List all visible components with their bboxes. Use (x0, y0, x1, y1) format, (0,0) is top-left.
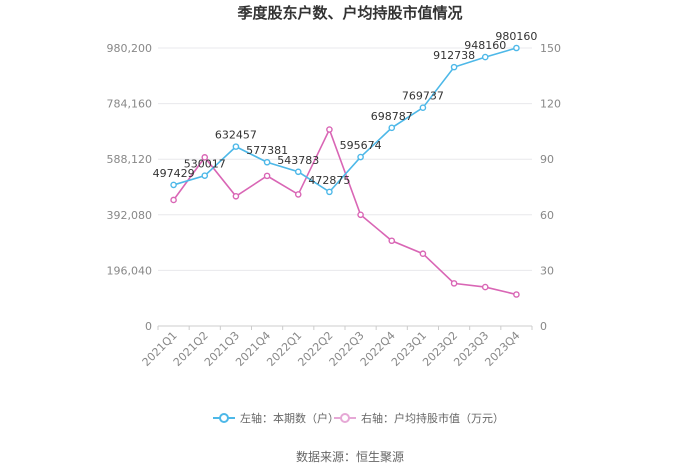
series-point-left[interactable] (201, 172, 209, 179)
series-point-right[interactable] (294, 191, 302, 198)
left-tick-label: 392,080 (107, 209, 153, 222)
left-axis-ticks: 0 196,040 392,080 588,120 784,160 980,200 (107, 42, 153, 333)
series-point-left[interactable] (481, 53, 489, 61)
data-label: 632457 (215, 129, 257, 142)
x-axis-ticks: 2021Q12021Q22021Q32021Q42022Q12022Q22022… (140, 326, 533, 369)
series-point-left[interactable] (357, 153, 364, 161)
series-point-right[interactable] (481, 283, 489, 291)
series-line-right (172, 127, 517, 296)
series-point-left[interactable] (294, 168, 302, 176)
legend-item-right[interactable]: 右轴：户均持股市值（万元） (334, 411, 504, 425)
data-label: 543783 (277, 154, 319, 167)
right-tick-label: 30 (540, 264, 554, 277)
series-point-left[interactable] (419, 104, 427, 111)
series-point-right[interactable] (357, 211, 364, 219)
series-point-left[interactable] (513, 44, 520, 52)
series-point-left[interactable] (170, 181, 177, 189)
data-label: 980160 (495, 30, 537, 43)
series-point-left[interactable] (263, 158, 271, 166)
series-point-right[interactable] (263, 172, 271, 180)
data-label: 472875 (308, 174, 350, 187)
series-point-left[interactable] (450, 63, 458, 71)
series-point-right[interactable] (388, 237, 396, 245)
legend-label-right: 右轴：户均持股市值（万元） (361, 411, 504, 425)
data-label: 595674 (340, 139, 382, 152)
data-label: 912738 (433, 49, 475, 62)
right-axis-ticks: 0 30 60 90 120 150 (540, 42, 561, 333)
legend-marker-right (340, 413, 350, 423)
data-label: 698787 (371, 110, 413, 123)
series-point-right[interactable] (201, 154, 209, 161)
series-point-right[interactable] (170, 196, 177, 204)
legend-label-left: 左轴：本期数（户） (240, 411, 339, 425)
gridlines (158, 47, 532, 327)
series-point-right[interactable] (326, 126, 333, 133)
data-label: 530017 (184, 158, 226, 171)
series-layer (170, 44, 520, 298)
right-tick-label: 0 (540, 320, 547, 333)
chart-title: 季度股东户数、户均持股市值情况 (237, 4, 462, 22)
data-label: 769737 (402, 90, 444, 103)
x-tick-label: 2023Q4 (482, 329, 522, 369)
series-point-right[interactable] (513, 291, 520, 298)
series-point-right[interactable] (419, 250, 427, 258)
data-label: 577381 (246, 144, 288, 157)
data-label: 497429 (153, 167, 195, 180)
data-label: 948160 (464, 39, 506, 52)
left-tick-label: 0 (145, 320, 152, 333)
left-tick-label: 980,200 (107, 42, 153, 55)
left-tick-label: 196,040 (107, 264, 153, 277)
legend-marker-left (219, 413, 229, 423)
legend[interactable]: 左轴：本期数（户） 右轴：户均持股市值（万元） (213, 411, 504, 425)
left-tick-label: 784,160 (107, 98, 153, 111)
right-tick-label: 90 (540, 153, 554, 166)
right-tick-label: 120 (540, 98, 561, 111)
series-point-left[interactable] (326, 188, 333, 196)
series-point-right[interactable] (450, 280, 458, 287)
series-point-left[interactable] (232, 143, 240, 150)
legend-item-left[interactable]: 左轴：本期数（户） (213, 411, 339, 425)
right-tick-label: 150 (540, 42, 561, 55)
left-tick-label: 588,120 (107, 153, 153, 166)
source-note: 数据来源：恒生聚源 (296, 449, 404, 464)
series-point-left[interactable] (388, 124, 396, 132)
series-line-left (173, 47, 517, 193)
right-tick-label: 60 (540, 209, 554, 222)
series-point-right[interactable] (232, 192, 240, 200)
